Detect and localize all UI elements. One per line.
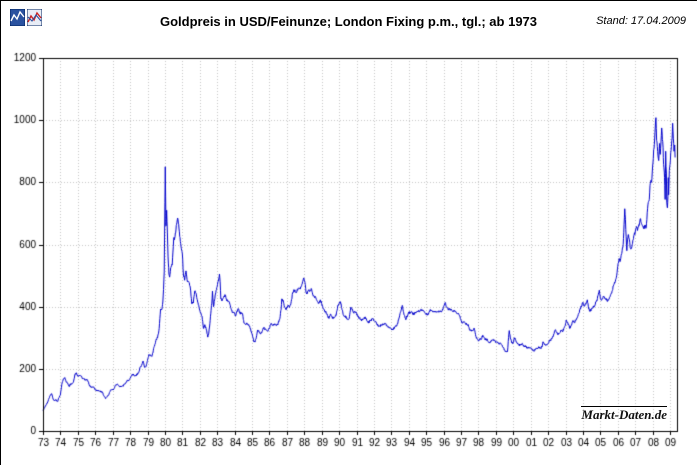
- watermark-markt-daten: Markt-Daten.de: [581, 406, 667, 422]
- chart-header: Goldpreis in USD/Feinunze; London Fixing…: [1, 1, 696, 47]
- chart-title: Goldpreis in USD/Feinunze; London Fixing…: [159, 14, 538, 29]
- as-of-date-label: Stand: 17.04.2009: [596, 15, 686, 27]
- logo-chart-icon-red: [27, 9, 42, 26]
- logo-chart-icon-blue: [10, 9, 25, 26]
- markt-daten-logo: [10, 9, 42, 26]
